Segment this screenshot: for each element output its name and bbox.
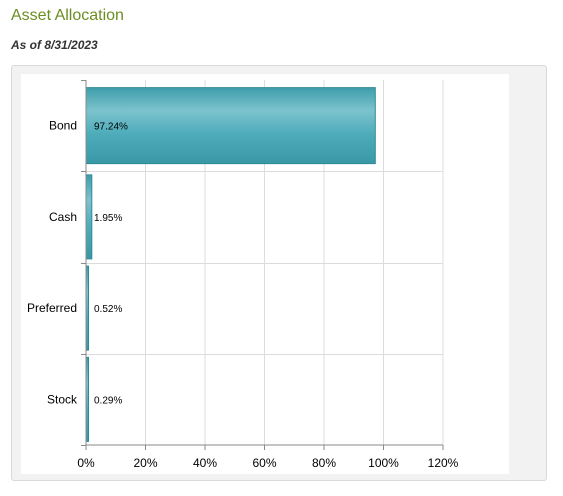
category-label: Stock <box>47 392 78 406</box>
x-tick-label: 40% <box>193 456 217 470</box>
bar-cash[interactable] <box>85 174 93 260</box>
data-label: 0.52% <box>94 304 122 315</box>
category-label: Preferred <box>27 301 77 315</box>
x-tick-label: 0% <box>77 456 95 470</box>
chart-title: Asset Allocation <box>11 7 124 24</box>
x-tick-label: 80% <box>312 456 336 470</box>
category-label: Cash <box>49 210 77 224</box>
as-of-date: As of 8/31/2023 <box>11 38 98 52</box>
data-label: 0.29% <box>94 395 122 406</box>
x-tick-label: 100% <box>368 456 399 470</box>
data-label: 97.24% <box>94 122 128 133</box>
x-tick-label: 60% <box>252 456 276 470</box>
category-label: Bond <box>49 119 77 133</box>
bar-bond[interactable] <box>85 87 376 165</box>
x-tick-label: 120% <box>428 456 459 470</box>
x-tick-label: 20% <box>133 456 157 470</box>
data-label: 1.95% <box>94 213 122 224</box>
